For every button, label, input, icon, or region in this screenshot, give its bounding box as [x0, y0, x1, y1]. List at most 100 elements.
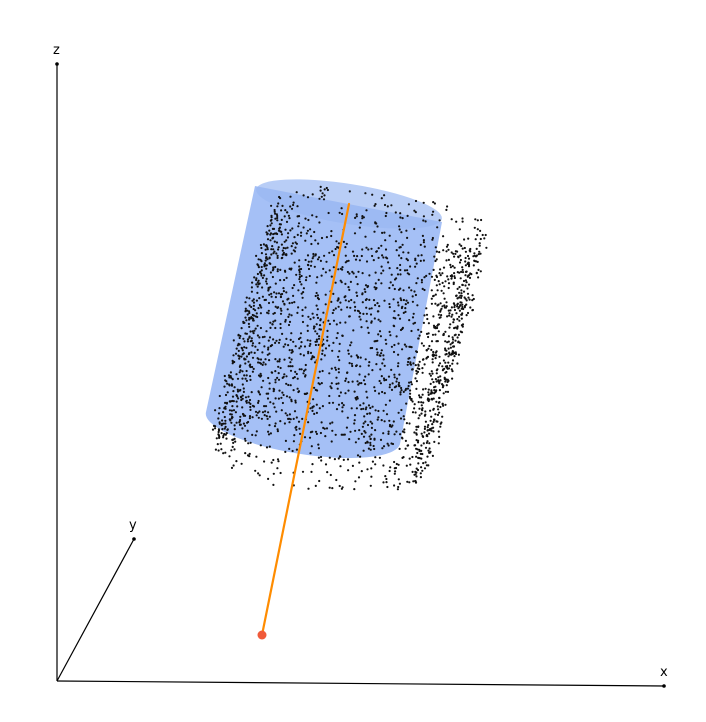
point — [293, 261, 296, 264]
point — [290, 332, 293, 335]
point — [358, 259, 361, 262]
point — [314, 430, 318, 433]
point — [432, 294, 435, 297]
point — [360, 470, 363, 473]
point — [316, 316, 320, 319]
point — [458, 296, 461, 299]
point — [300, 283, 303, 286]
point — [396, 301, 400, 304]
point — [349, 280, 352, 283]
point — [416, 370, 420, 373]
point — [268, 293, 271, 296]
point — [393, 460, 396, 464]
point — [295, 425, 298, 428]
point — [292, 294, 295, 297]
point — [411, 316, 415, 319]
point — [413, 356, 416, 359]
point — [430, 348, 433, 351]
point — [402, 298, 405, 302]
point — [369, 347, 372, 350]
point — [307, 315, 310, 318]
point — [269, 271, 272, 274]
point — [296, 233, 299, 236]
point — [326, 188, 329, 192]
point — [331, 349, 334, 352]
point — [244, 301, 247, 304]
point — [291, 227, 294, 230]
point — [413, 473, 416, 476]
point — [415, 455, 418, 458]
point — [431, 378, 434, 381]
point — [230, 376, 233, 379]
point — [229, 419, 232, 422]
point — [337, 305, 340, 308]
point — [411, 400, 414, 403]
point — [294, 241, 297, 244]
point — [416, 304, 419, 307]
point — [316, 332, 319, 335]
point — [404, 439, 407, 442]
point — [272, 387, 275, 390]
point — [235, 421, 238, 424]
point — [299, 432, 302, 435]
point — [257, 399, 260, 403]
point — [258, 342, 261, 345]
point — [245, 369, 248, 373]
axes: z x y — [53, 43, 668, 688]
point — [423, 431, 426, 434]
point — [434, 351, 437, 354]
point — [334, 433, 337, 436]
point — [312, 327, 315, 330]
point — [464, 274, 467, 277]
point — [248, 415, 252, 418]
point — [367, 331, 370, 334]
point — [395, 462, 398, 466]
point — [432, 201, 435, 204]
point — [294, 401, 297, 404]
point — [346, 306, 349, 309]
point — [238, 357, 241, 360]
point — [272, 390, 275, 393]
point — [442, 266, 446, 269]
point — [257, 258, 260, 261]
point — [399, 287, 402, 290]
point — [408, 395, 411, 398]
point — [312, 398, 315, 401]
point — [287, 365, 290, 368]
point — [383, 392, 386, 395]
point — [316, 296, 319, 300]
point — [382, 354, 385, 357]
point — [346, 371, 349, 374]
point — [459, 254, 462, 257]
point — [374, 340, 377, 343]
point — [337, 268, 340, 271]
point — [429, 419, 432, 422]
point — [402, 251, 405, 254]
point — [381, 254, 384, 257]
point — [223, 374, 226, 378]
point — [248, 297, 251, 300]
point — [455, 220, 458, 223]
point — [448, 351, 451, 354]
point — [315, 323, 318, 326]
point — [427, 388, 430, 391]
point — [290, 267, 293, 270]
point — [264, 248, 267, 251]
point — [380, 244, 383, 247]
point — [268, 445, 271, 448]
point — [250, 391, 253, 394]
point — [365, 260, 369, 263]
point — [426, 455, 429, 458]
point — [262, 379, 265, 382]
point — [260, 252, 263, 255]
point — [328, 372, 331, 375]
point — [253, 276, 256, 279]
point — [380, 197, 383, 200]
point — [318, 221, 321, 224]
point — [291, 350, 294, 353]
point — [354, 216, 357, 219]
point — [463, 238, 466, 241]
point — [362, 379, 366, 382]
point — [483, 237, 486, 240]
point — [410, 329, 413, 333]
